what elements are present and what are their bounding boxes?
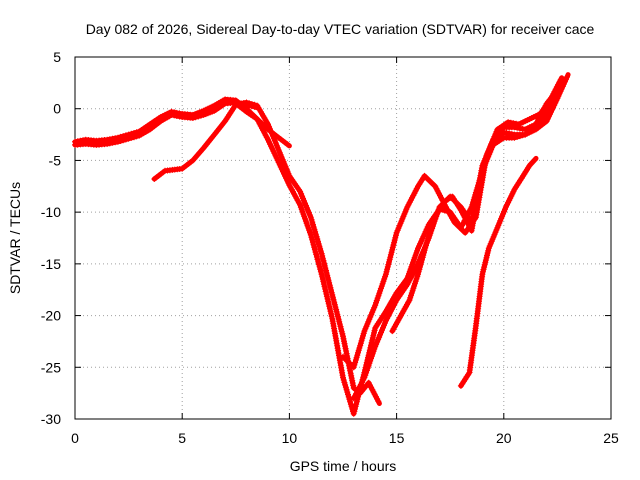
x-tick-label: 25 [603, 430, 619, 446]
x-tick-label: 20 [496, 430, 512, 446]
y-tick-label: 5 [53, 49, 61, 65]
y-tick-label: -20 [41, 308, 61, 324]
y-axis-label: SDTVAR / TECUs [7, 182, 23, 294]
series-track-8 [457, 155, 539, 389]
x-tick-label: 0 [71, 430, 79, 446]
y-tick-label: -15 [41, 256, 61, 272]
plot-frame [74, 56, 612, 420]
x-tick-label: 10 [282, 430, 298, 446]
series-track-7 [389, 80, 567, 335]
series-markers [151, 99, 382, 405]
y-tick-label: -10 [41, 204, 61, 220]
y-tick-label: -5 [49, 152, 62, 168]
y-tick-label: -25 [41, 359, 61, 375]
chart-title: Day 082 of 2026, Sidereal Day-to-day VTE… [86, 21, 595, 37]
x-axis-label: GPS time / hours [290, 458, 397, 474]
series-track-4 [222, 77, 567, 417]
series-markers [389, 81, 566, 335]
data-series [72, 72, 571, 417]
y-tick-label: 0 [53, 101, 61, 117]
x-tick-label: 15 [389, 430, 405, 446]
x-tick-label: 5 [178, 430, 186, 446]
series-markers [457, 157, 538, 389]
axis-ticks: 0 5 10 15 20 25 5 0 -5 -10 -15 -20 -25 -30 [41, 49, 619, 446]
y-tick-label: -30 [41, 411, 61, 427]
